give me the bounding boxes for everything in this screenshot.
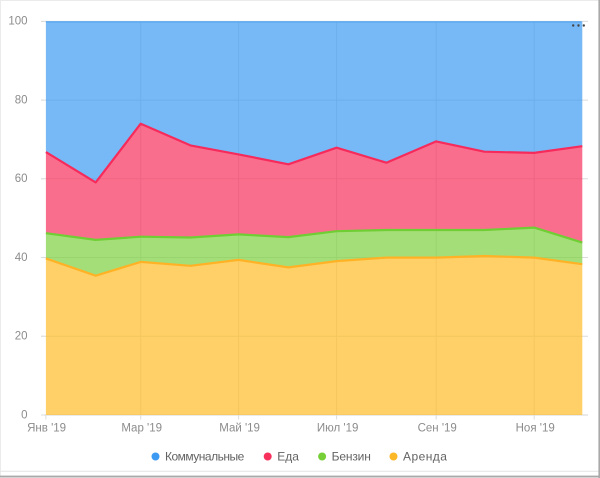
svg-text:80: 80 <box>15 94 28 106</box>
svg-text:100: 100 <box>8 16 27 28</box>
svg-text:0: 0 <box>21 409 27 421</box>
svg-text:Май '19: Май '19 <box>219 423 260 435</box>
svg-text:20: 20 <box>15 331 28 343</box>
svg-text:Бензин: Бензин <box>332 450 371 464</box>
svg-text:Аренда: Аренда <box>403 450 447 464</box>
svg-text:Коммунальные: Коммунальные <box>165 450 245 464</box>
svg-text:Ноя '19: Ноя '19 <box>516 423 555 435</box>
svg-text:40: 40 <box>15 252 28 264</box>
svg-text:Янв '19: Янв '19 <box>27 423 66 435</box>
svg-text:Еда: Еда <box>277 450 299 464</box>
svg-text:Мар '19: Мар '19 <box>121 423 162 435</box>
svg-text:Июл '19: Июл '19 <box>317 423 359 435</box>
svg-text:Сен '19: Сен '19 <box>418 423 457 435</box>
svg-text:60: 60 <box>15 173 28 185</box>
